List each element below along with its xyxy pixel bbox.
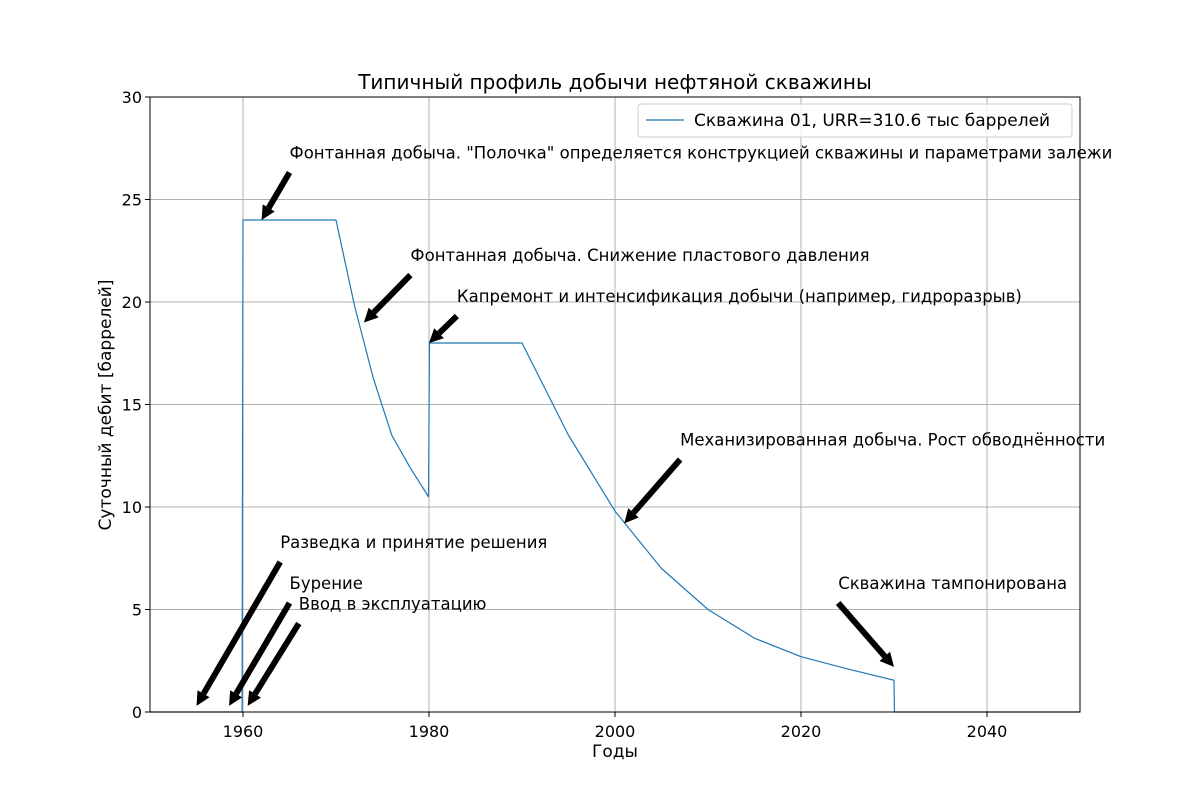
annotation-label: Фонтанная добыча. "Полочка" определяется… xyxy=(290,144,1113,163)
x-tick-label: 2000 xyxy=(595,722,636,741)
y-tick-label: 5 xyxy=(132,601,142,620)
annotation-arrowhead xyxy=(261,204,275,220)
annotation-arrow xyxy=(631,457,683,515)
x-tick-label: 2040 xyxy=(967,722,1008,741)
annotation-arrow xyxy=(233,601,293,696)
annotation-label: Скважина тампонирована xyxy=(838,574,1067,593)
annotation-arrowhead xyxy=(229,690,243,706)
legend-box xyxy=(637,103,1073,138)
annotation-arrow xyxy=(835,601,888,659)
annotation-arrowhead xyxy=(196,690,210,706)
annotation-arrowhead xyxy=(429,328,444,343)
annotation-arrow xyxy=(436,313,459,336)
annotation-label: Бурение xyxy=(290,574,363,593)
annotation-label: Капремонт и интенсификация добычи (напри… xyxy=(457,287,1022,306)
annotation-arrowhead xyxy=(879,651,894,667)
series-line xyxy=(150,219,1080,713)
annotation-arrowhead xyxy=(624,508,639,524)
y-tick-label: 20 xyxy=(122,293,142,312)
y-tick-label: 10 xyxy=(122,498,142,517)
y-tick-label: 30 xyxy=(122,88,142,107)
annotation-label: Фонтанная добыча. Снижение пластового да… xyxy=(410,246,869,265)
annotation-label: Разведка и принятие решения xyxy=(280,533,547,552)
y-axis-label: Суточный дебит [баррелей] xyxy=(96,280,116,531)
annotations: Фонтанная добыча. "Полочка" определяется… xyxy=(196,144,1113,706)
annotation-arrowhead xyxy=(363,307,379,323)
annotation-label: Ввод в эксплуатацию xyxy=(299,595,487,614)
x-tick-label: 1980 xyxy=(409,722,450,741)
annotation-arrow xyxy=(252,621,302,696)
annotation-arrowhead xyxy=(247,690,261,706)
y-tick-label: 0 xyxy=(132,703,142,722)
annotation-arrow xyxy=(371,272,413,315)
series-layer xyxy=(150,219,1080,713)
legend-label: Скважина 01, URR=310.6 тыс баррелей xyxy=(694,111,1050,131)
legend: Скважина 01, URR=310.6 тыс баррелей xyxy=(637,103,1073,138)
annotation-arrow xyxy=(200,560,283,696)
annotation-arrow xyxy=(266,170,293,210)
annotation-label: Механизированная добыча. Рост обводнённо… xyxy=(680,431,1105,450)
x-axis-label: Годы xyxy=(592,742,638,762)
ticks: 1960 1980 2000 2020 2040 0 5 10 15 20 25 30 xyxy=(122,88,1008,741)
x-tick-label: 2020 xyxy=(781,722,822,741)
x-tick-label: 1960 xyxy=(223,722,264,741)
y-tick-label: 25 xyxy=(122,191,142,210)
chart-title: Типичный профиль добычи нефтяной скважин… xyxy=(357,70,872,94)
y-tick-label: 15 xyxy=(122,396,142,415)
